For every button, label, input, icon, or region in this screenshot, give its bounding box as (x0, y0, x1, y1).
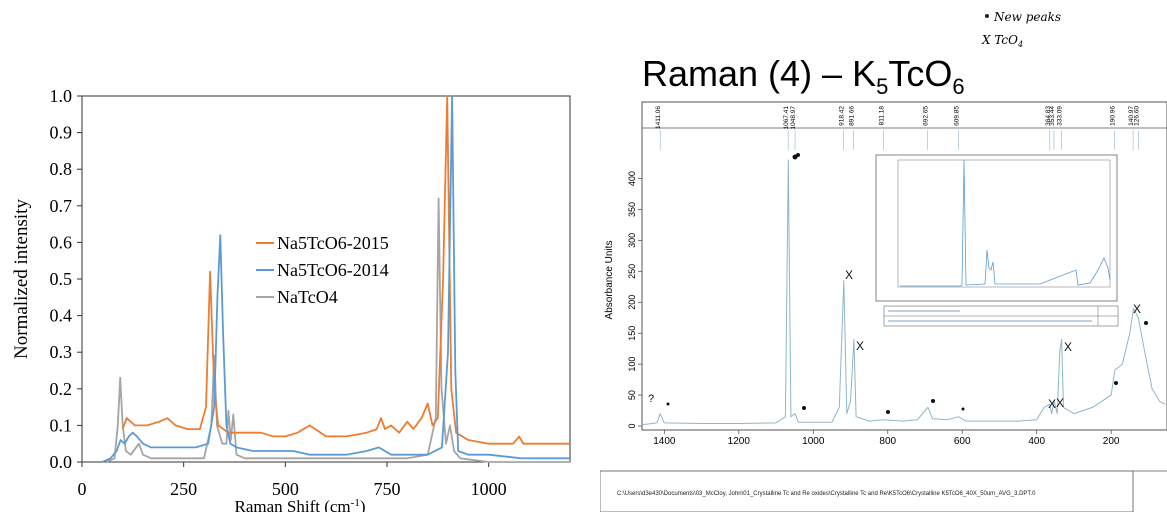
left-y-tick-label: 0.3 (50, 342, 73, 362)
right-peak-label: 190.96 (1110, 106, 1117, 126)
left-y-axis-ticks: 0.0 0.1 0.2 0.3 0.4 0.5 0.6 0.7 0.8 0.9 1.0 (50, 86, 82, 472)
file-path-box (600, 470, 1134, 512)
left-series-lines (101, 95, 570, 463)
right-peak-label: 811.18 (879, 106, 886, 126)
svg-text:X: X (1048, 397, 1056, 411)
left-y-tick-label: 0.1 (50, 415, 73, 435)
right-peak-label: 1048.97 (790, 106, 797, 130)
right-peak-label: 140.97 (1128, 106, 1135, 126)
right-peak-label: 891.66 (849, 106, 856, 126)
svg-text:X: X (1056, 396, 1064, 410)
legend-entry: Na5TcO6-2015 (277, 233, 389, 253)
left-y-axis-label: Normalized intensity (11, 199, 32, 359)
right-spectrum-line (641, 159, 1166, 426)
left-y-tick-label: 1.0 (50, 86, 73, 106)
left-y-tick-label: 0.7 (50, 196, 73, 216)
right-y-tick-label: 250 (627, 264, 637, 279)
right-y-axis-label: Absorbance Units (604, 241, 615, 320)
inset-spectrum (875, 154, 1119, 327)
right-peak-label: 609.85 (954, 106, 961, 126)
right-x-tick-label: 1400 (653, 436, 676, 447)
right-y-tick-label: 150 (627, 326, 637, 341)
right-peak-labels: 1411.06 1067.41 1048.97 918.42 891.66 811.18 6… (655, 106, 1140, 150)
right-peak-label: 918.42 (839, 106, 846, 126)
left-y-tick-label: 0.4 (50, 306, 73, 326)
right-title: Raman (4) – K5TcO6 (642, 53, 965, 99)
right-peak-label: 1067.41 (783, 106, 790, 130)
left-x-tick-label: 250 (170, 479, 197, 499)
left-series-line-1 (101, 95, 570, 463)
right-peak-label: 353.44 (1049, 106, 1056, 126)
svg-text:X: X (856, 339, 864, 353)
left-y-tick-label: 0.8 (50, 159, 73, 179)
right-x-tick-label: 800 (879, 436, 896, 447)
svg-text:X: X (1064, 340, 1072, 354)
left-y-tick-label: 0.2 (50, 379, 73, 399)
left-y-tick-label: 0.5 (50, 269, 73, 289)
right-x-tick-label: 400 (1028, 436, 1045, 447)
right-x-tick-label: 1200 (728, 436, 751, 447)
right-x-tick-label: 600 (954, 436, 971, 447)
right-y-tick-label: 100 (627, 357, 637, 372)
left-series-line-0 (121, 95, 570, 445)
right-x-tick-label: 200 (1103, 436, 1120, 447)
left-x-tick-label: 1000 (471, 479, 507, 499)
left-raman-chart: 0.0 0.1 0.2 0.3 0.4 0.5 0.6 0.7 0.8 0.9 1.0 0 250 50… (11, 86, 571, 512)
svg-text:X: X (1133, 302, 1141, 316)
right-y-axis-ticks: 0 50 100 150 200 250 300 350 400 (627, 171, 642, 429)
right-x-axis-ticks: 1400 1200 1000 800 600 400 200 (653, 430, 1120, 447)
file-path-text: C:\Users\d3e430\Documents\03_McCloy, Joh… (617, 491, 1036, 497)
right-peak-label: 692.65 (923, 106, 930, 126)
svg-text:?: ? (648, 393, 654, 405)
right-y-tick-label: 50 (627, 390, 637, 400)
left-y-tick-label: 0.0 (50, 452, 73, 472)
left-y-tick-label: 0.9 (50, 123, 73, 143)
right-raman-panel: Raman (4) – K5TcO6 New peaks X TcO4 1411… (600, 10, 1167, 512)
right-peak-label: 126.60 (1133, 106, 1140, 126)
left-legend: Na5TcO6-2015 Na5TcO6-2014 NaTcO4 (256, 233, 389, 307)
legend-entry: NaTcO4 (277, 287, 338, 307)
peak-markers: X X X X X X ? (648, 153, 1148, 414)
right-y-tick-label: 300 (627, 233, 637, 248)
left-x-axis-label: Raman Shift (cm-1) (235, 497, 366, 512)
new-peaks-annotation: New peaks (993, 10, 1061, 24)
right-peak-label: 333.09 (1057, 106, 1064, 126)
legend-entry: Na5TcO6-2014 (277, 260, 389, 280)
left-x-axis-ticks: 0 250 500 750 1000 (78, 462, 507, 499)
left-y-tick-label: 0.6 (50, 232, 73, 252)
right-y-tick-label: 350 (627, 202, 637, 217)
right-y-tick-label: 400 (627, 171, 637, 186)
inset-spectrum-line (900, 159, 1111, 287)
right-y-tick-label: 200 (627, 295, 637, 310)
right-spectrum-series (641, 159, 1166, 426)
svg-text:X: X (845, 268, 853, 282)
left-x-tick-label: 500 (272, 479, 299, 499)
right-peak-label: 364.83 (1045, 106, 1052, 126)
right-peak-label: 1411.06 (655, 106, 662, 129)
new-peaks-bullet (985, 14, 989, 18)
right-y-tick-label: 0 (627, 423, 637, 428)
right-plot-frame (641, 101, 1167, 431)
left-x-tick-label: 0 (78, 479, 87, 499)
left-x-tick-label: 750 (374, 479, 401, 499)
right-x-tick-label: 1000 (802, 436, 825, 447)
tco4-annotation: X TcO4 (981, 33, 1023, 49)
